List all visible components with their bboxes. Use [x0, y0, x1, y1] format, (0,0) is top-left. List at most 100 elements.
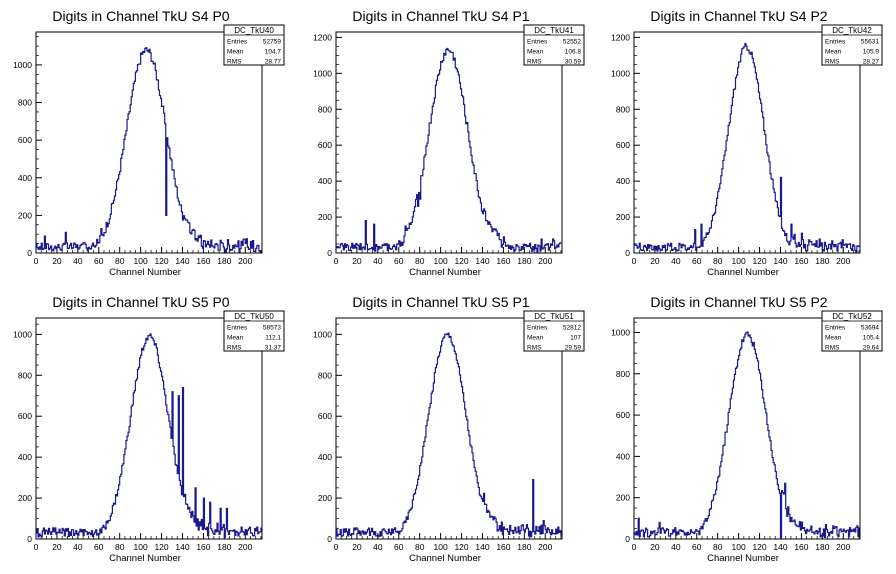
- stats-value: 28.77: [265, 59, 282, 66]
- plot-frame: [335, 317, 563, 540]
- histogram-series: [335, 47, 562, 254]
- stats-value: 58573: [263, 325, 281, 332]
- x-tick-label: 140: [175, 256, 189, 266]
- x-tick-label: 160: [496, 256, 510, 266]
- stats-value: 52812: [563, 325, 581, 332]
- histogram-series: [35, 47, 262, 254]
- stats-label: RMS: [825, 345, 840, 352]
- y-tick-label: 800: [18, 370, 32, 380]
- x-tick-label: 160: [794, 256, 808, 266]
- stats-label: Entries: [825, 39, 846, 46]
- x-tick-label: 200: [836, 542, 850, 552]
- stats-value: 28.27: [863, 59, 880, 66]
- y-tick-label: 0: [327, 534, 332, 544]
- chart-title: Digits in Channel TkU S4 P2: [650, 8, 827, 24]
- y-tick-label: 0: [625, 248, 630, 258]
- chart-title: Digits in Channel TkU S5 P0: [52, 294, 229, 310]
- x-axis-label: Channel Number: [707, 553, 779, 564]
- y-tick-label: 200: [616, 212, 630, 222]
- x-tick-label: 100: [134, 542, 148, 552]
- x-tick-label: 40: [73, 256, 83, 266]
- x-tick-label: 200: [538, 542, 552, 552]
- x-tick-label: 140: [773, 256, 787, 266]
- x-axis-label: Channel Number: [109, 553, 181, 564]
- x-tick-label: 100: [134, 256, 148, 266]
- stats-box: [223, 310, 285, 352]
- x-tick-label: 160: [196, 542, 210, 552]
- chart-title: Digits in Channel TkU S4 P0: [52, 8, 229, 24]
- x-tick-label: 160: [794, 542, 808, 552]
- y-tick-label: 200: [18, 493, 32, 503]
- stats-label: RMS: [227, 345, 242, 352]
- stats-value: 31.37: [265, 345, 282, 352]
- stats-value: 105.9: [863, 49, 880, 56]
- y-tick-label: 1000: [13, 60, 32, 70]
- y-tick-label: 1000: [13, 329, 32, 339]
- x-tick-label: 40: [373, 256, 383, 266]
- stats-value: 52759: [263, 39, 281, 46]
- x-tick-label: 20: [352, 256, 362, 266]
- x-tick-label: 40: [373, 542, 383, 552]
- x-tick-label: 200: [538, 256, 552, 266]
- y-tick-label: 200: [318, 493, 332, 503]
- x-tick-label: 0: [632, 542, 637, 552]
- x-tick-label: 80: [415, 542, 425, 552]
- histogram-series: [633, 331, 860, 540]
- x-tick-label: 0: [632, 256, 637, 266]
- y-tick-label: 800: [318, 370, 332, 380]
- stats-box: [821, 310, 883, 352]
- y-tick-label: 200: [18, 210, 32, 220]
- stats-name: DC_TkU52: [832, 312, 872, 321]
- x-tick-label: 40: [73, 542, 83, 552]
- stats-name: DC_TkU40: [234, 26, 274, 35]
- stats-label: RMS: [527, 59, 542, 66]
- plot-frame: [335, 31, 563, 254]
- x-tick-label: 100: [434, 256, 448, 266]
- y-tick-label: 1000: [313, 68, 332, 78]
- y-tick-label: 0: [327, 248, 332, 258]
- y-tick-label: 600: [616, 140, 630, 150]
- y-tick-label: 400: [18, 452, 32, 462]
- y-tick-label: 1000: [313, 329, 332, 339]
- y-tick-label: 800: [616, 369, 630, 379]
- x-tick-label: 20: [52, 542, 62, 552]
- stats-value: 112.1: [265, 335, 281, 342]
- x-axis-label: Channel Number: [109, 267, 181, 278]
- stats-value: 105.4: [863, 335, 880, 342]
- x-tick-label: 80: [115, 256, 125, 266]
- stats-label: Mean: [227, 335, 244, 342]
- y-tick-label: 1000: [611, 68, 630, 78]
- y-tick-label: 1200: [313, 32, 332, 42]
- stats-value: 29.64: [863, 345, 880, 352]
- plot-frame: [35, 31, 263, 254]
- histogram-panel: Digits in Channel TkU S5 P1 0 20 40 60 80 100 1…: [313, 294, 585, 564]
- histogram-panel: Digits in Channel TkU S4 P0 0 20 40 60 80 100 1…: [13, 8, 285, 278]
- x-tick-label: 60: [394, 256, 404, 266]
- stats-box: [523, 24, 585, 66]
- x-tick-label: 60: [94, 542, 104, 552]
- x-tick-label: 140: [175, 542, 189, 552]
- y-tick-label: 0: [27, 534, 32, 544]
- x-tick-label: 160: [496, 542, 510, 552]
- x-tick-label: 180: [815, 542, 829, 552]
- x-tick-label: 20: [650, 256, 660, 266]
- x-tick-label: 120: [154, 542, 168, 552]
- x-axis-label: Channel Number: [409, 553, 481, 564]
- stats-label: Mean: [227, 49, 244, 56]
- x-tick-label: 180: [517, 542, 531, 552]
- y-tick-label: 600: [18, 135, 32, 145]
- stats-name: DC_TkU41: [534, 26, 574, 35]
- y-tick-label: 400: [616, 176, 630, 186]
- x-tick-label: 180: [217, 542, 231, 552]
- x-tick-label: 120: [752, 542, 766, 552]
- x-tick-label: 60: [692, 256, 702, 266]
- x-tick-label: 140: [475, 256, 489, 266]
- histogram-series: [335, 332, 562, 539]
- x-tick-label: 200: [238, 256, 252, 266]
- y-tick-label: 800: [318, 104, 332, 114]
- stats-value: 53694: [861, 325, 879, 332]
- stats-name: DC_TkU50: [234, 312, 274, 321]
- stats-label: Entries: [825, 325, 846, 332]
- x-tick-label: 20: [650, 542, 660, 552]
- x-tick-label: 60: [94, 256, 104, 266]
